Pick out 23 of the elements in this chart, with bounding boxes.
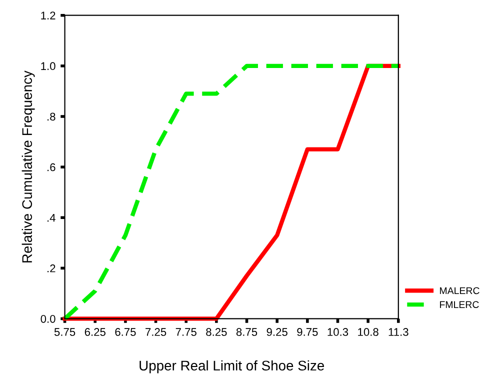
- x-tick-label: 9.25: [266, 328, 288, 336]
- y-axis-title: Relative Cumulative Frequency: [22, 70, 35, 262]
- x-tick-label: 6.75: [115, 328, 136, 336]
- x-tick-label: 7.25: [146, 328, 166, 336]
- legend-label: MALERC: [440, 287, 480, 294]
- x-tick-label: 7.75: [176, 328, 196, 336]
- x-tick-label: 9.75: [297, 328, 318, 336]
- y-tick-label: .6: [48, 163, 56, 172]
- x-tick-label: 10.3: [328, 328, 348, 336]
- y-tick-label: .2: [48, 264, 56, 272]
- x-tick-label: 8.75: [236, 328, 258, 336]
- x-tick-label: 11.3: [388, 328, 408, 336]
- x-tick-label: 8.25: [206, 328, 227, 336]
- legend-label: FMLERC: [440, 301, 479, 308]
- x-tick-label: 10.8: [358, 328, 378, 336]
- y-tick-label: 0.0: [40, 314, 56, 323]
- x-tick-label: 5.75: [54, 328, 76, 336]
- y-tick-label: .8: [48, 112, 56, 121]
- x-tick-label: 6.25: [84, 328, 106, 336]
- y-tick-label: 1.2: [41, 12, 56, 20]
- y-tick-label: .4: [48, 214, 56, 222]
- x-axis-title: Upper Real Limit of Shoe Size: [140, 360, 324, 374]
- y-tick-label: 1.0: [41, 62, 56, 70]
